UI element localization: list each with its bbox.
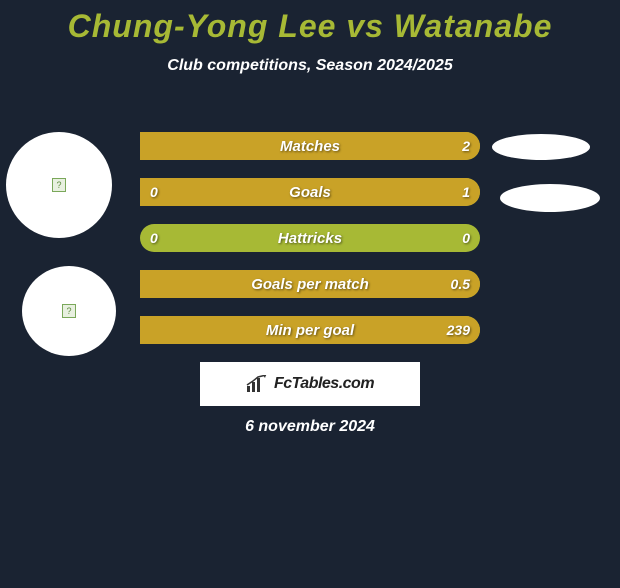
stat-value-right: 1 [462, 178, 470, 206]
subtitle: Club competitions, Season 2024/2025 [0, 57, 620, 75]
branding-badge: FcTables.com [200, 362, 420, 406]
player-1-avatar: ? [6, 132, 112, 238]
stat-value-right: 0.5 [451, 270, 470, 298]
stat-bar: Matches 2 [140, 132, 480, 160]
stat-bar: 0 Hattricks 0 [140, 224, 480, 252]
date-label: 6 november 2024 [0, 418, 620, 436]
stat-bar: Goals per match 0.5 [140, 270, 480, 298]
stat-bar: Min per goal 239 [140, 316, 480, 344]
decorative-blob [500, 184, 600, 212]
page-title: Chung-Yong Lee vs Watanabe [0, 8, 620, 45]
stat-label: Goals [140, 178, 480, 206]
branding-text: FcTables.com [274, 375, 374, 393]
stat-label: Hattricks [140, 224, 480, 252]
placeholder-image-icon: ? [52, 178, 66, 192]
chart-icon [246, 375, 268, 393]
stat-bar: 0 Goals 1 [140, 178, 480, 206]
player-2-avatar: ? [22, 266, 116, 356]
decorative-blob [492, 134, 590, 160]
stats-bars-container: Matches 2 0 Goals 1 0 Hattricks 0 Goals … [140, 132, 480, 362]
stat-value-right: 0 [462, 224, 470, 252]
stat-label: Min per goal [140, 316, 480, 344]
stat-label: Goals per match [140, 270, 480, 298]
stat-label: Matches [140, 132, 480, 160]
stat-value-right: 2 [462, 132, 470, 160]
placeholder-image-icon: ? [62, 304, 76, 318]
stat-value-right: 239 [447, 316, 470, 344]
